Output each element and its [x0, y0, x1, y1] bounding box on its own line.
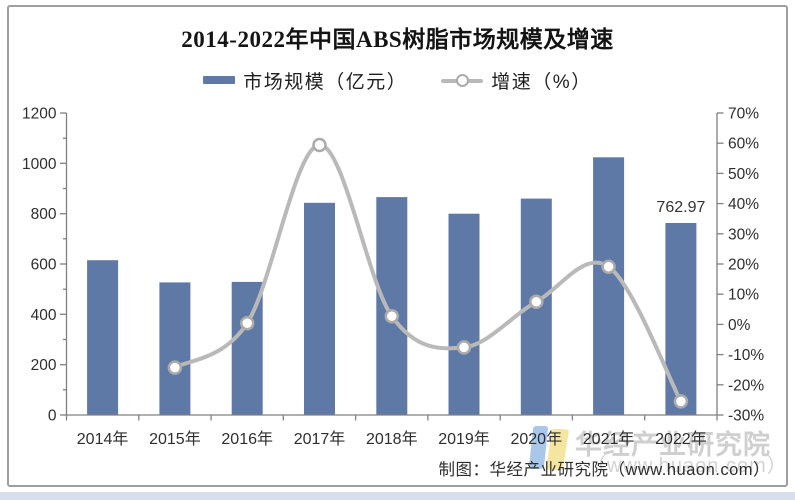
x-axis-label: 2020年	[510, 430, 562, 448]
right-axis-label: 50%	[728, 166, 759, 183]
x-axis-label: 2014年	[77, 430, 129, 448]
left-axis-label: 1200	[22, 106, 57, 123]
growth-line-marker	[456, 340, 472, 355]
x-axis-label: 2019年	[438, 430, 490, 448]
bar-2017年	[304, 202, 335, 415]
right-axis-label: 60%	[728, 136, 759, 153]
right-axis-label: 40%	[728, 196, 759, 213]
bar-2018年	[376, 197, 408, 415]
right-axis-label: -20%	[728, 377, 764, 394]
growth-line-marker	[529, 294, 544, 310]
x-axis-label: 2022年	[655, 430, 707, 448]
legend-item-growth: 增速（%）	[441, 67, 591, 94]
right-axis-label: 20%	[728, 257, 759, 274]
bar-2015年	[159, 282, 191, 415]
growth-line-marker	[673, 394, 689, 409]
left-axis-label: 400	[31, 307, 57, 324]
bar-data-label: 762.97	[656, 199, 705, 216]
bar-2022年	[665, 223, 697, 415]
chart-title: 2014-2022年中国ABS树脂市场规模及增速	[181, 27, 614, 52]
growth-line-marker	[312, 137, 327, 153]
left-axis-label: 1000	[22, 156, 57, 173]
right-axis-label: 30%	[728, 226, 759, 243]
bar-series-swatch-icon	[203, 76, 236, 84]
right-axis-label: 70%	[728, 106, 759, 123]
bar-2019年	[448, 213, 480, 415]
left-axis-label: 200	[31, 357, 57, 374]
line-swatch-marker-icon	[456, 73, 470, 87]
right-axis-label: -30%	[728, 408, 764, 425]
legend-label-growth: 增速（%）	[491, 71, 592, 93]
left-axis-label: 800	[31, 206, 57, 223]
legend-label-market: 市场规模（亿元）	[243, 71, 408, 93]
growth-line-marker	[601, 259, 616, 274]
chart-legend: 市场规模（亿元） 增速（%）	[0, 66, 795, 94]
x-axis-label: 2021年	[583, 430, 635, 448]
growth-line-marker	[384, 308, 400, 324]
right-axis-label: 10%	[728, 287, 759, 304]
bar-2014年	[87, 260, 119, 415]
x-axis-label: 2015年	[149, 430, 201, 448]
left-axis-label: 0	[48, 408, 57, 425]
watermark-url: （www.huaon.com）	[586, 455, 788, 477]
watermark-text: 华经产业研究院	[575, 430, 771, 460]
x-axis-label: 2017年	[294, 430, 346, 448]
x-axis-label: 2018年	[366, 430, 418, 448]
growth-line-marker	[239, 315, 255, 331]
bottom-strip	[0, 492, 795, 500]
legend-item-market: 市场规模（亿元）	[203, 67, 407, 94]
line-series-swatch-icon	[441, 73, 484, 88]
bar-2021年	[593, 157, 625, 416]
right-axis-label: 0%	[728, 317, 751, 334]
growth-line-marker	[167, 360, 183, 375]
credit-caption: 制图：华经产业研究院（www.huaon.com）	[438, 461, 770, 479]
x-axis-label: 2016年	[221, 430, 273, 448]
right-axis-label: -10%	[728, 347, 764, 364]
left-axis-label: 600	[31, 257, 57, 274]
